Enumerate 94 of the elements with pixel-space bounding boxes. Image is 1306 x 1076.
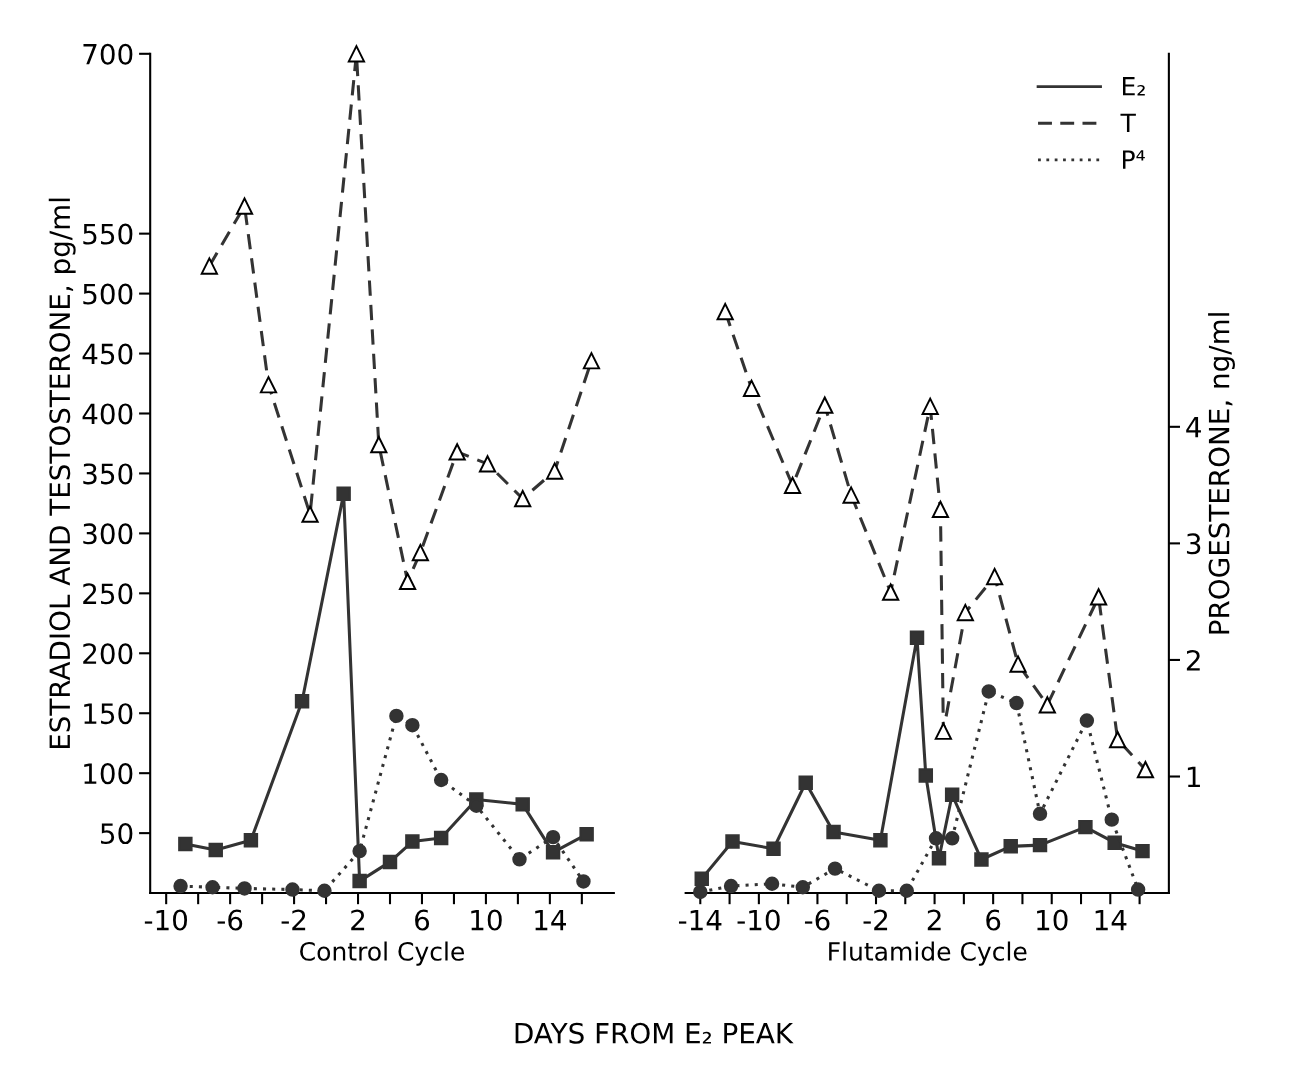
x-tick-label: 10 — [1037, 909, 1068, 931]
y-tick-label: 350 — [83, 463, 133, 485]
x-axis-title: Control Cycle — [300, 941, 464, 966]
point — [405, 718, 420, 733]
y-tick-label: 250 — [83, 583, 133, 605]
point — [693, 884, 708, 900]
point — [1078, 819, 1093, 835]
point — [237, 881, 252, 896]
point — [944, 831, 960, 846]
point — [826, 824, 841, 840]
point — [576, 874, 591, 889]
y2-tick-label: 4 — [1186, 417, 1201, 438]
y-tick-label: 500 — [83, 283, 133, 305]
point — [928, 831, 944, 846]
x-tick-label: -6 — [804, 909, 830, 931]
y2-axis-title: PROGESTERONE, ng/ml — [1208, 313, 1235, 634]
y2-tick-label: 1 — [1187, 766, 1200, 788]
point — [382, 854, 398, 870]
legend-label: P⁴ — [1123, 150, 1145, 169]
point — [764, 876, 780, 891]
point — [1135, 843, 1150, 859]
point — [873, 833, 888, 848]
point — [1032, 837, 1048, 853]
point — [1079, 713, 1095, 728]
x-tick-label: -10 — [737, 909, 780, 931]
point — [336, 486, 351, 502]
x-tick-label: -10 — [144, 909, 188, 931]
y-tick-label: 100 — [84, 763, 133, 785]
point — [243, 833, 259, 848]
point — [512, 852, 527, 867]
point — [285, 882, 300, 897]
x-axis-title: Flutamide Cycle — [829, 941, 1027, 966]
point — [352, 843, 367, 859]
text: DAYS FROM E₂ PEAK — [515, 1022, 794, 1044]
y-axis-title: ESTRADIOL AND TESTOSTERONE, pg/ml — [48, 198, 76, 749]
point — [317, 883, 332, 898]
x-tick-label: 14 — [1095, 909, 1127, 931]
point — [981, 684, 996, 699]
point — [545, 845, 561, 860]
point — [944, 787, 960, 802]
point — [725, 834, 740, 849]
x-tick-label: 6 — [415, 909, 430, 931]
y2-tick-label: 3 — [1186, 533, 1201, 555]
point — [918, 768, 934, 783]
point — [974, 852, 989, 867]
point — [1130, 882, 1146, 897]
x-tick-label: 2 — [927, 909, 941, 931]
point — [173, 878, 188, 894]
point — [433, 830, 449, 846]
y-tick-label: 450 — [82, 343, 133, 365]
point — [909, 630, 925, 645]
point — [1003, 839, 1018, 854]
point — [205, 880, 220, 895]
y-tick-label: 150 — [84, 703, 133, 725]
point — [579, 827, 594, 842]
point — [389, 708, 404, 724]
point — [352, 873, 367, 889]
point — [433, 772, 449, 788]
point — [899, 883, 914, 898]
x-tick-label: 6 — [986, 909, 1001, 931]
point — [1107, 835, 1122, 850]
x-tick-label: -2 — [281, 909, 306, 931]
x-tick-label: 10 — [471, 909, 502, 931]
point — [795, 880, 811, 895]
point — [405, 834, 420, 849]
point — [1104, 812, 1119, 827]
x-tick-label: 2 — [351, 909, 365, 931]
point — [178, 836, 193, 852]
y2-tick-label: 2 — [1186, 649, 1200, 671]
x-tick-label: -14 — [678, 909, 722, 931]
point — [694, 871, 709, 886]
point — [545, 829, 561, 845]
point — [515, 797, 530, 812]
y-tick-label: 550 — [83, 223, 133, 245]
y-tick-label: 700 — [83, 43, 133, 65]
y-tick-label: 400 — [82, 403, 133, 425]
point — [798, 775, 813, 790]
point — [931, 851, 947, 866]
point — [827, 861, 843, 876]
point — [723, 878, 739, 894]
y-tick-label: 200 — [83, 643, 133, 665]
point — [1009, 695, 1024, 711]
x-tick-label: -2 — [863, 909, 888, 931]
point — [871, 883, 887, 898]
point — [766, 841, 781, 856]
legend-label: T — [1120, 113, 1136, 132]
point — [208, 842, 223, 858]
y-tick-label: 50 — [101, 823, 133, 845]
point — [294, 694, 310, 709]
x-tick-label: -6 — [217, 909, 243, 931]
x-tick-label: 14 — [535, 909, 566, 931]
y-tick-label: 300 — [83, 523, 133, 545]
point — [1032, 806, 1048, 822]
legend-label: E₂ — [1123, 77, 1145, 96]
